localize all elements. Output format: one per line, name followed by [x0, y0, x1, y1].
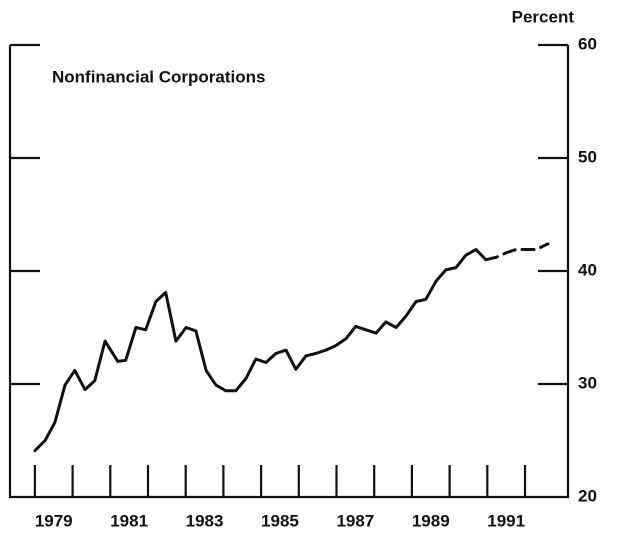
y-axis-label: Percent — [512, 7, 575, 26]
y-tick-label: 30 — [578, 373, 597, 392]
plot-frame — [8, 45, 570, 499]
x-tick-label: 1989 — [412, 511, 450, 530]
x-tick-label: 1979 — [35, 511, 73, 530]
y-tick-label: 20 — [578, 486, 597, 505]
y-tick-label: 50 — [578, 147, 597, 166]
x-tick-label: 1981 — [110, 511, 148, 530]
x-tick-label: 1987 — [336, 511, 374, 530]
data-line — [484, 242, 550, 262]
chart-title: Nonfinancial Corporations — [52, 67, 265, 86]
x-tick-label: 1991 — [487, 511, 525, 530]
y-tick-label: 60 — [578, 34, 597, 53]
x-tick-label: 1983 — [186, 511, 224, 530]
data-line — [33, 248, 488, 453]
x-tick-label: 1985 — [261, 511, 299, 530]
y-tick-label: 40 — [578, 260, 597, 279]
